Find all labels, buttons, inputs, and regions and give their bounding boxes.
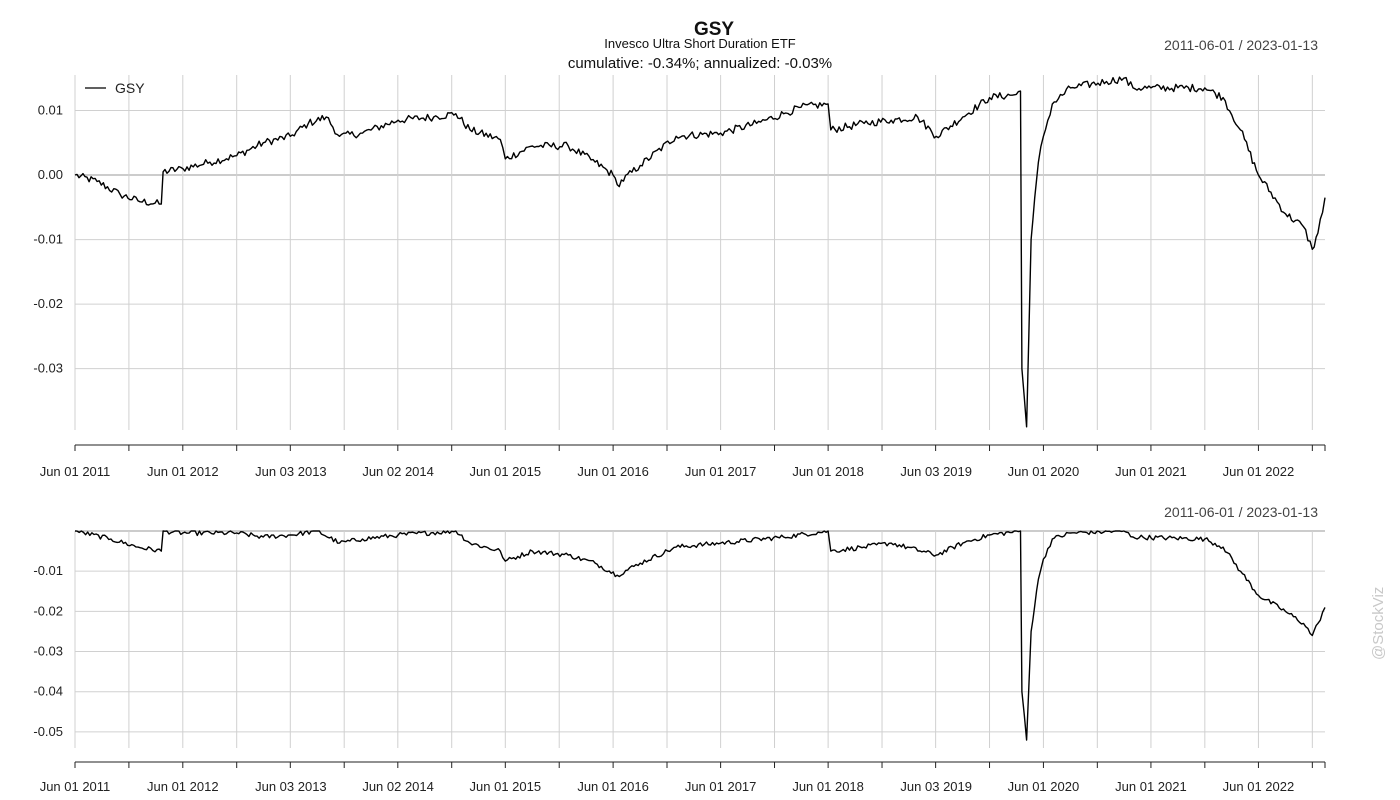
x-tick-label: Jun 01 2012 xyxy=(147,464,219,479)
bottom-panel-date-range: 2011-06-01 / 2023-01-13 xyxy=(1164,504,1318,520)
x-tick-label: Jun 01 2017 xyxy=(685,464,757,479)
x-tick-label: Jun 01 2011 xyxy=(40,464,111,479)
x-tick-label: Jun 01 2022 xyxy=(1223,464,1295,479)
x-tick-label: Jun 03 2013 xyxy=(255,779,327,794)
drawdown-y-axis: -0.01 -0.02 -0.03 -0.04 -0.05 xyxy=(33,563,63,739)
x-tick-label: Jun 01 2021 xyxy=(1115,464,1187,479)
x-tick-label: Jun 02 2014 xyxy=(362,779,434,794)
x-tick-label: Jun 01 2018 xyxy=(792,779,864,794)
y-tick-label: -0.04 xyxy=(33,684,63,699)
drawdown-series-line-gsy xyxy=(74,530,1326,741)
x-tick-label: Jun 01 2011 xyxy=(40,779,111,794)
legend-entry-gsy: GSY xyxy=(115,80,145,96)
x-tick-label: Jun 03 2019 xyxy=(900,779,972,794)
drawdown-grid xyxy=(74,530,1325,748)
x-tick-label: Jun 03 2019 xyxy=(900,464,972,479)
top-panel-date-range: 2011-06-01 / 2023-01-13 xyxy=(1164,37,1318,53)
x-tick-label: Jun 03 2013 xyxy=(255,464,327,479)
returns-panel: 0.010.00-0.01-0.02-0.03 Jun 01 2011 Jun 0… xyxy=(33,75,1326,479)
chart-title: GSY xyxy=(694,19,734,40)
watermark: @StockViz xyxy=(1370,587,1387,660)
x-tick-label: Jun 01 2018 xyxy=(792,464,864,479)
x-tick-label: Jun 01 2022 xyxy=(1223,779,1295,794)
x-tick-label: Jun 01 2016 xyxy=(577,464,649,479)
x-tick-label: Jun 01 2020 xyxy=(1008,464,1080,479)
returns-series-line-gsy xyxy=(74,76,1326,428)
x-tick-label: Jun 01 2016 xyxy=(577,779,649,794)
y-tick-label: -0.03 xyxy=(33,361,63,376)
y-tick-label: -0.02 xyxy=(33,296,63,311)
x-tick-label: Jun 02 2014 xyxy=(362,464,434,479)
legend: GSY xyxy=(85,80,145,96)
y-tick-label: 0.00 xyxy=(38,167,63,182)
y-tick-label: -0.03 xyxy=(33,644,63,659)
y-tick-label: 0.01 xyxy=(38,103,63,118)
x-tick-label: Jun 01 2015 xyxy=(470,464,542,479)
returns-y-axis: 0.01 0.00 -0.01 -0.02 -0.03 xyxy=(33,103,63,376)
performance-summary: cumulative: -0.34%; annualized: -0.03% xyxy=(568,55,832,72)
x-tick-label: Jun 01 2015 xyxy=(470,779,542,794)
x-tick-label: Jun 01 2017 xyxy=(685,779,757,794)
y-tick-label: -0.05 xyxy=(33,724,63,739)
chart-subtitle: Invesco Ultra Short Duration ETF xyxy=(604,36,796,51)
x-tick-label: Jun 01 2020 xyxy=(1008,779,1080,794)
x-tick-label: Jun 01 2012 xyxy=(147,779,219,794)
drawdown-x-axis: Jun 01 2011 Jun 01 2012 Jun 03 2013 Jun 02 … xyxy=(40,762,1326,794)
x-tick-label: Jun 01 2021 xyxy=(1115,779,1187,794)
returns-grid xyxy=(74,75,1325,430)
drawdown-panel: -0.01-0.02-0.03-0.04-0.05 Jun 01 2011 Jun… xyxy=(33,530,1326,794)
y-tick-label: -0.02 xyxy=(33,603,63,618)
y-tick-label: -0.01 xyxy=(33,232,63,247)
returns-x-axis: Jun 01 2011 Jun 01 2012 Jun 03 2013 Jun 02 … xyxy=(40,445,1326,479)
y-tick-label: -0.01 xyxy=(33,563,63,578)
